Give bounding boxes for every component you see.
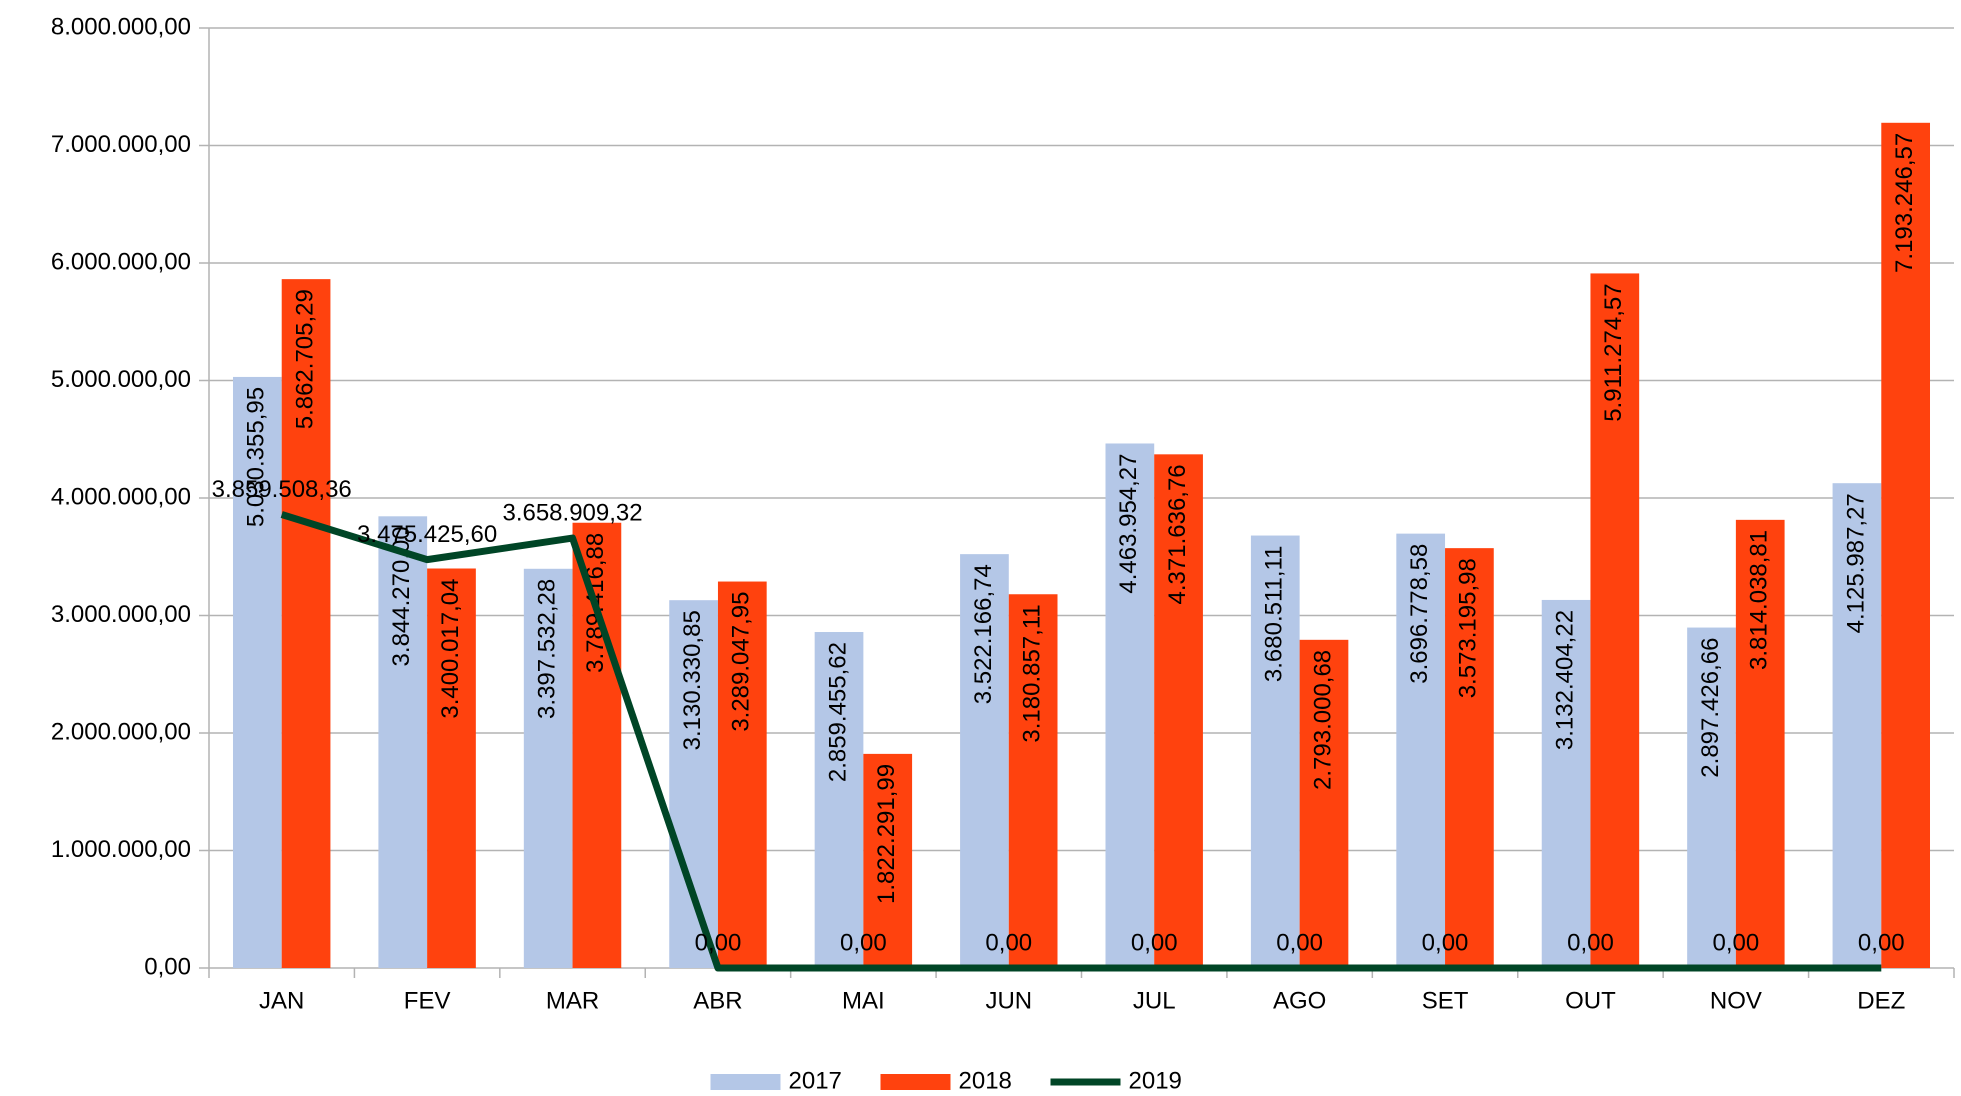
bar (427, 568, 476, 968)
y-tick-label: 4.000.000,00 (51, 483, 191, 510)
data-label: 4.371.636,76 (1164, 464, 1191, 604)
bar (863, 753, 913, 968)
data-label: 3.573.195,98 (1455, 558, 1482, 698)
x-tick-label: MAR (546, 987, 599, 1014)
data-label: 1.822.291,99 (873, 764, 900, 904)
bar (1445, 548, 1494, 968)
bar (1250, 535, 1300, 968)
data-label: 2.793.000,68 (1309, 650, 1336, 790)
y-tick-label: 5.000.000,00 (51, 366, 191, 393)
data-label: 3.130.330,85 (679, 610, 706, 750)
data-label: 0,00 (1131, 929, 1178, 956)
x-tick-label: MAI (842, 987, 885, 1014)
x-tick-label: OUT (1565, 987, 1616, 1014)
bar (960, 554, 1009, 968)
data-label: 3.475.425,60 (357, 521, 497, 548)
data-label: 0,00 (1422, 929, 1469, 956)
x-tick-label: JUL (1133, 987, 1176, 1014)
x-tick-label: JUN (985, 987, 1032, 1014)
bar (1396, 533, 1446, 968)
y-tick-label: 6.000.000,00 (51, 248, 191, 275)
bar (1105, 443, 1155, 969)
data-label: 3.289.047,95 (728, 592, 755, 732)
bar (232, 376, 282, 968)
data-label: 3.522.166,74 (970, 564, 997, 704)
legend-swatch (880, 1074, 951, 1090)
x-tick-label: ABR (693, 987, 742, 1014)
data-label: 3.696.778,58 (1406, 544, 1433, 684)
bar (1687, 627, 1736, 968)
data-label: 3.859.508,36 (212, 476, 352, 503)
data-label: 5.030.355,95 (243, 387, 270, 527)
y-tick-label: 7.000.000,00 (51, 131, 191, 158)
y-tick-label: 0,00 (144, 953, 191, 980)
x-tick-label: SET (1422, 987, 1469, 1014)
data-label: 0,00 (1858, 929, 1905, 956)
legend-label: 2018 (959, 1067, 1012, 1094)
data-label: 3.400.017,04 (437, 578, 464, 718)
data-label: 2.897.426,66 (1697, 638, 1724, 778)
data-label: 3.397.532,28 (534, 579, 561, 719)
bar (1735, 519, 1785, 968)
bar (378, 516, 428, 968)
bar (1590, 273, 1640, 968)
x-tick-label: AGO (1273, 987, 1326, 1014)
data-label: 7.193.246,57 (1891, 133, 1918, 273)
y-tick-label: 8.000.000,00 (51, 13, 191, 40)
legend-label: 2019 (1129, 1067, 1182, 1094)
data-label: 0,00 (1567, 929, 1614, 956)
legend-label: 2017 (789, 1067, 842, 1094)
data-label: 5.911.274,57 (1600, 283, 1627, 421)
data-label: 0,00 (840, 929, 887, 956)
bar (523, 568, 573, 968)
bar (1881, 122, 1931, 969)
data-label: 3.132.404,22 (1551, 610, 1578, 750)
data-label: 0,00 (985, 929, 1032, 956)
data-label: 3.180.857,11 (1018, 604, 1045, 742)
data-label: 0,00 (695, 929, 742, 956)
data-label: 0,00 (1713, 929, 1760, 956)
bar (1299, 639, 1349, 968)
data-label: 5.862.705,29 (291, 289, 318, 429)
data-label: 3.658.909,32 (502, 499, 642, 526)
x-tick-label: JAN (259, 987, 304, 1014)
data-label: 3.680.511,11 (1261, 546, 1288, 683)
bar (1541, 599, 1591, 968)
x-tick-label: DEZ (1857, 987, 1905, 1014)
data-label: 0,00 (1276, 929, 1323, 956)
bar (281, 279, 331, 968)
line (280, 511, 1882, 972)
data-label: 3.814.038,81 (1746, 530, 1773, 670)
data-label: 2.859.455,62 (824, 642, 851, 782)
bar (717, 581, 767, 968)
x-tick-label: NOV (1710, 987, 1762, 1014)
bar (814, 632, 864, 968)
bar (572, 522, 622, 968)
bar (1154, 454, 1203, 969)
bar (1008, 594, 1058, 968)
legend-swatch (710, 1074, 781, 1090)
data-label: 4.463.954,27 (1115, 453, 1142, 593)
x-tick-label: FEV (404, 987, 451, 1014)
bar (1832, 483, 1882, 968)
data-label: 4.125.987,27 (1842, 493, 1869, 633)
y-tick-label: 3.000.000,00 (51, 601, 191, 628)
y-tick-label: 1.000.000,00 (51, 836, 191, 863)
y-tick-label: 2.000.000,00 (51, 718, 191, 745)
